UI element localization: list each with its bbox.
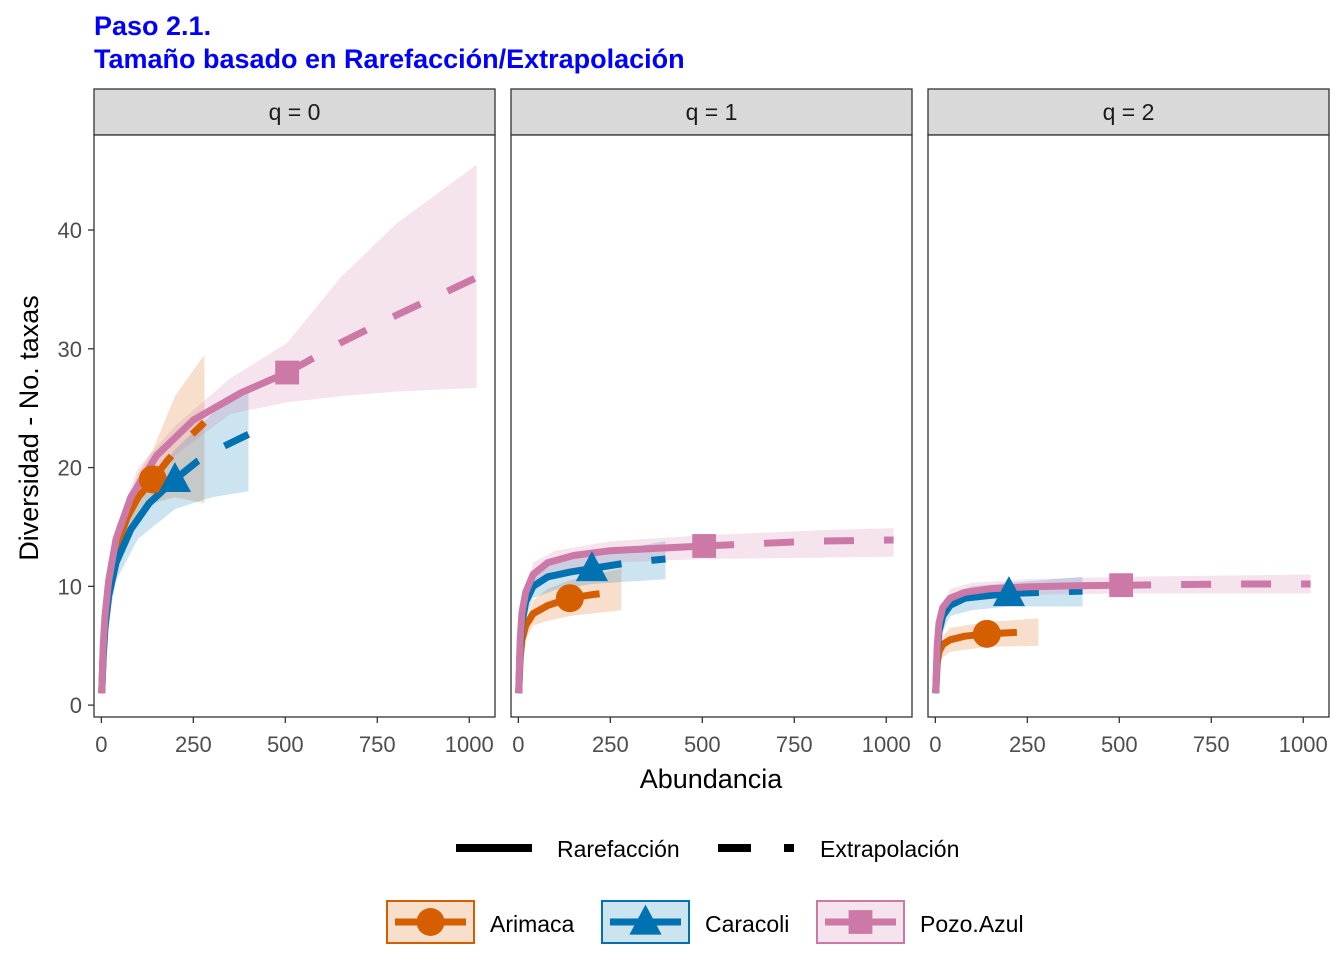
- chart-title-line2: Tamaño basado en Rarefacción/Extrapolaci…: [94, 44, 685, 74]
- legend-key-marker-pozo-azul: [848, 910, 873, 934]
- x-axis-title: Abundancia: [640, 764, 784, 794]
- legend-key-marker-caracoli: [629, 904, 662, 935]
- rarefaction-line-pozo-azul-q1: [515, 542, 705, 694]
- rarefaction-line-pozo-azul-q2: [932, 581, 1122, 694]
- ci-ribbon-caracoli-q2: [935, 576, 1083, 696]
- x-tick-label-q0-500: 500: [267, 732, 304, 757]
- extrapolation-line-pozo-azul-q1: [703, 536, 894, 550]
- extrapolation-line-caracoli-q0: [172, 431, 251, 483]
- extrapolation-line-caracoli-q2: [1008, 587, 1083, 597]
- extrapolation-line-pozo-azul-q2: [1121, 580, 1311, 589]
- observed-point-pozo-azul-q0: [275, 360, 300, 385]
- y-tick-label-30: 30: [58, 337, 82, 362]
- facet-panel-q1: q = 1 0 250 500 750 1000: [510, 88, 913, 757]
- ci-ribbon-arimaca-q1: [518, 568, 622, 696]
- legend-method: Rarefacción Extrapolación: [456, 836, 959, 862]
- legend-label-caracoli: Caracoli: [705, 911, 789, 937]
- plot-area-q0: [94, 135, 495, 717]
- x-tick-label-q2-0: 0: [929, 732, 941, 757]
- x-tick-label-q1-250: 250: [592, 732, 629, 757]
- ci-ribbon-pozo-azul-q1: [518, 528, 894, 696]
- ci-ribbon-pozo-azul-q2: [935, 574, 1311, 696]
- chart-title-line1: Paso 2.1.: [94, 11, 211, 41]
- x-tick-label-q0-750: 750: [359, 732, 396, 757]
- ci-ribbon-caracoli-q1: [518, 541, 666, 696]
- x-tick-label-q2-750: 750: [1193, 732, 1230, 757]
- legend-sites: Arimaca Caracoli Pozo.Azul: [386, 900, 1024, 944]
- x-tick-label-q1-500: 500: [684, 732, 721, 757]
- x-tick-label-q0-250: 250: [175, 732, 212, 757]
- x-tick-label-q2-250: 250: [1009, 732, 1046, 757]
- y-tick-label-40: 40: [58, 218, 82, 243]
- facet-panel-q0: q = 0 0 250 500 750 1000 0 10 20 30 40: [58, 88, 496, 757]
- observed-point-arimaca-q0: [138, 465, 167, 494]
- facet-panels: q = 0 0 250 500 750 1000 0 10 20 30 40 q = 1 0 250 500…: [58, 88, 1330, 757]
- x-tick-label-q0-1000: 1000: [445, 732, 494, 757]
- y-tick-label-10: 10: [58, 574, 82, 599]
- rarefaction-line-pozo-azul-q0: [98, 369, 289, 694]
- ci-ribbon-arimaca-q0: [101, 354, 205, 696]
- legend-key-marker-arimaca: [416, 908, 445, 936]
- plot-border-q2: [927, 134, 1330, 718]
- ci-ribbon-pozo-azul-q0: [101, 164, 477, 696]
- x-tick-label-q1-0: 0: [512, 732, 524, 757]
- observed-point-caracoli-q0: [158, 462, 192, 493]
- plot-area-q1: [511, 135, 912, 717]
- y-tick-label-20: 20: [58, 456, 82, 481]
- legend-extrapolation-label: Extrapolación: [820, 836, 959, 862]
- plot-area-q2: [928, 135, 1329, 717]
- y-axis-title: Diversidad - No. taxas: [14, 295, 44, 561]
- extrapolation-line-caracoli-q1: [591, 555, 666, 572]
- facet-panel-q2: q = 2 0 250 500 750 1000: [927, 88, 1330, 757]
- facet-strip-q2: [927, 88, 1330, 136]
- legend-label-pozo-azul: Pozo.Azul: [920, 911, 1024, 937]
- x-tick-label-q2-500: 500: [1101, 732, 1138, 757]
- observed-point-pozo-azul-q1: [692, 534, 717, 558]
- x-tick-label-q1-750: 750: [776, 732, 813, 757]
- facet-strip-label-q2: q = 2: [1103, 99, 1155, 125]
- plot-border-q0: [93, 134, 496, 718]
- facet-strip-label-q1: q = 1: [686, 99, 738, 125]
- observed-point-caracoli-q1: [575, 551, 609, 582]
- legend-rarefaction-label: Rarefacción: [557, 836, 680, 862]
- facet-strip-q0: [93, 88, 496, 136]
- y-tick-label-0: 0: [70, 693, 82, 718]
- facet-strip-label-q0: q = 0: [269, 99, 321, 125]
- x-tick-label-q0-0: 0: [95, 732, 107, 757]
- ci-ribbon-caracoli-q0: [101, 390, 249, 696]
- observed-point-caracoli-q2: [992, 576, 1026, 607]
- x-tick-label-q1-1000: 1000: [862, 732, 911, 757]
- plot-border-q1: [510, 134, 913, 718]
- facet-strip-q1: [510, 88, 913, 136]
- observed-point-pozo-azul-q2: [1109, 573, 1134, 598]
- observed-point-arimaca-q1: [555, 584, 584, 613]
- observed-point-arimaca-q2: [972, 619, 1001, 648]
- legend-label-arimaca: Arimaca: [490, 911, 575, 937]
- x-tick-label-q2-1000: 1000: [1279, 732, 1328, 757]
